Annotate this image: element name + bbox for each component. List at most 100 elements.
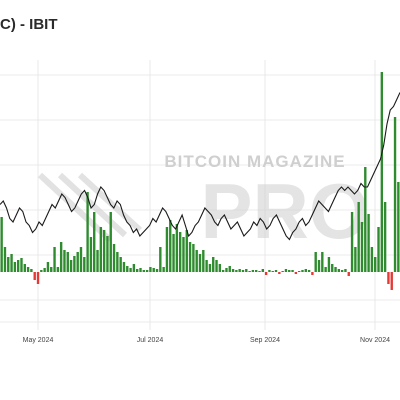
flow-bar-inflow: [43, 268, 46, 272]
flow-bar-outflow: [264, 272, 268, 275]
flow-bar-inflow: [251, 270, 255, 272]
flow-bar-inflow: [360, 222, 364, 272]
flow-bar-inflow: [16, 260, 20, 272]
flow-bar-inflow: [53, 247, 56, 272]
flow-bar-inflow: [69, 260, 73, 272]
flow-bar-inflow: [119, 257, 122, 272]
flow-bar-inflow: [228, 266, 231, 272]
flow-bar-inflow: [136, 269, 139, 272]
flow-bar-inflow: [23, 264, 26, 272]
flow-bar-inflow: [304, 269, 307, 272]
flow-bar-outflow: [294, 272, 298, 274]
flow-bar-inflow: [79, 247, 83, 272]
flow-bar-outflow: [36, 272, 40, 284]
flow-bar-inflow: [30, 269, 33, 272]
flow-bar-inflow: [175, 224, 179, 272]
flow-bar-inflow: [112, 244, 116, 272]
flow-bar-inflow: [340, 270, 344, 272]
flow-bar-inflow: [235, 270, 238, 272]
watermark: BITCOIN MAGAZINE PRO: [37, 152, 370, 255]
flow-bar-inflow: [116, 252, 119, 272]
flow-bar-inflow: [383, 202, 387, 272]
flow-bar-inflow: [274, 270, 278, 272]
flow-bar-inflow: [288, 270, 291, 272]
flow-bar-inflow: [317, 260, 321, 272]
flow-bar-inflow: [344, 269, 347, 272]
flow-bar-outflow: [387, 272, 390, 284]
flow-bar-inflow: [26, 267, 30, 272]
flow-bar-inflow: [40, 270, 43, 272]
flow-bar-inflow: [301, 270, 304, 272]
flow-bar-inflow: [109, 212, 112, 272]
flow-bar-inflow: [354, 247, 357, 272]
flow-bar-inflow: [96, 250, 99, 272]
flow-bar-inflow: [255, 270, 258, 272]
flow-bar-inflow: [238, 269, 241, 272]
flow-bar-inflow: [59, 242, 63, 272]
flow-bar-inflow: [231, 269, 235, 272]
watermark-text: BITCOIN MAGAZINE: [164, 152, 345, 171]
flow-bar-inflow: [129, 268, 132, 272]
flow-bar-inflow: [145, 270, 149, 272]
flow-bar-inflow: [364, 167, 367, 272]
x-tick-label: Sep 2024: [250, 337, 280, 344]
flow-bar-inflow: [195, 250, 198, 272]
flow-bar-outflow: [347, 272, 350, 276]
flow-bar-inflow: [258, 271, 261, 272]
flow-bars: [0, 72, 400, 290]
flow-bar-inflow: [155, 269, 159, 272]
flow-bar-inflow: [327, 257, 331, 272]
flow-bar-inflow: [377, 227, 380, 272]
flow-bar-inflow: [50, 267, 53, 272]
flow-bar-outflow: [311, 272, 314, 275]
flow-bar-inflow: [268, 270, 271, 272]
flow-bar-inflow: [307, 270, 311, 272]
flow-bar-inflow: [208, 264, 212, 272]
chart-title: C) - IBIT: [0, 16, 58, 33]
x-tick-label: May 2024: [23, 337, 54, 344]
flow-bar-inflow: [0, 217, 3, 272]
flow-bar-inflow: [182, 237, 185, 272]
flow-bar-inflow: [172, 234, 175, 272]
flow-bar-inflow: [86, 192, 89, 272]
flow-bar-outflow: [390, 272, 393, 290]
flow-bar-inflow: [212, 257, 215, 272]
flow-bar-inflow: [169, 220, 172, 272]
flow-bar-inflow: [248, 271, 251, 272]
flow-bar-inflow: [367, 214, 370, 272]
flow-bar-inflow: [314, 252, 317, 272]
x-tick-label: Nov 2024: [360, 337, 390, 344]
flow-bar-inflow: [20, 258, 23, 272]
flow-bar-outflow: [33, 272, 36, 280]
watermark-pro-text: PRO: [200, 167, 369, 255]
flow-bar-inflow: [73, 256, 76, 272]
flow-bar-inflow: [324, 267, 327, 272]
flow-bar-inflow: [245, 269, 248, 272]
flow-bar-inflow: [122, 262, 126, 272]
flow-bar-inflow: [46, 262, 50, 272]
flow-bar-inflow: [93, 212, 96, 272]
flow-bar-inflow: [185, 230, 188, 272]
flow-bar-inflow: [192, 244, 195, 272]
flow-bar-inflow: [350, 212, 354, 272]
flow-bar-inflow: [202, 250, 205, 272]
flow-bar-inflow: [271, 271, 274, 272]
x-tick-label: Jul 2024: [137, 337, 164, 344]
flow-bar-inflow: [188, 242, 192, 272]
flow-bar-inflow: [261, 269, 264, 272]
flow-bar-inflow: [374, 257, 377, 272]
flow-bar-inflow: [152, 268, 155, 272]
flow-bar-inflow: [66, 252, 69, 272]
flow-bar-inflow: [165, 227, 169, 272]
flow-bar-inflow: [178, 232, 182, 272]
flow-bar-inflow: [149, 267, 152, 272]
flow-bar-inflow: [142, 270, 145, 272]
flow-bar-inflow: [99, 227, 103, 272]
flow-bar-inflow: [159, 247, 162, 272]
flow-bar-inflow: [297, 271, 301, 272]
flow-bar-inflow: [380, 72, 384, 272]
flow-bar-inflow: [139, 268, 142, 272]
flow-bar-outflow: [278, 272, 281, 274]
flow-bar-inflow: [393, 117, 397, 272]
